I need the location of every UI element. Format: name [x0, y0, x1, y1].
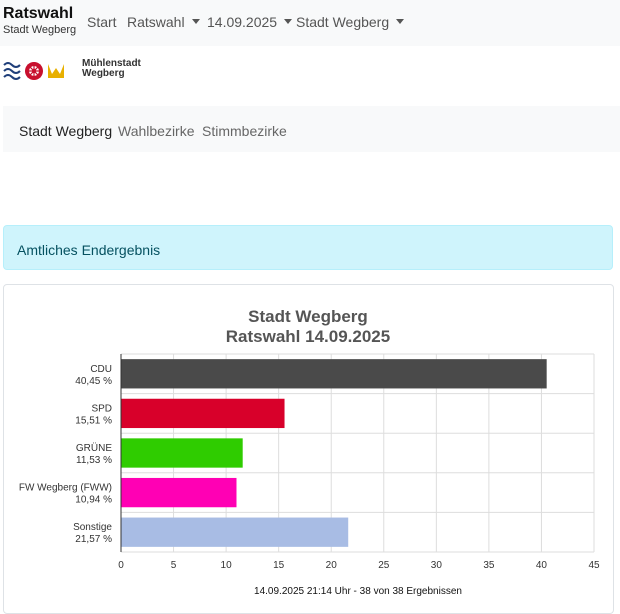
- category-label: CDU: [90, 364, 112, 375]
- waves-icon: [3, 62, 21, 80]
- chart-footer: 14.09.2025 21:14 Uhr - 38 von 38 Ergebni…: [254, 586, 462, 597]
- category-label: Sonstige: [73, 522, 112, 533]
- value-label: 40,45 %: [75, 376, 112, 387]
- value-label: 21,57 %: [75, 534, 112, 545]
- x-tick-label: 35: [483, 560, 495, 571]
- result-status-text: Amtliches Endergebnis: [17, 242, 161, 258]
- crown-icon: [48, 64, 64, 78]
- mill-wheel-icon: [25, 62, 43, 80]
- value-label: 10,94 %: [75, 495, 112, 506]
- x-tick-label: 15: [273, 560, 285, 571]
- bar-fw-wegberg-fww-[interactable]: [121, 477, 237, 508]
- x-tick-label: 30: [431, 560, 443, 571]
- logo-line2: Wegberg: [82, 68, 125, 79]
- category-label: GRÜNE: [76, 442, 112, 454]
- nav-item-label: 14.09.2025: [207, 14, 278, 30]
- x-tick-label: 20: [326, 560, 338, 571]
- value-label: 15,51 %: [75, 415, 112, 426]
- subnav-stimmbezirke[interactable]: Stimmbezirke: [202, 123, 287, 139]
- results-bar-chart: Stadt Wegberg Ratswahl 14.09.2025 CDU40,…: [19, 307, 600, 597]
- subnav-stadt-wegberg[interactable]: Stadt Wegberg: [19, 123, 113, 139]
- brand-subtitle[interactable]: Stadt Wegberg: [3, 24, 77, 36]
- city-logo[interactable]: [3, 56, 133, 86]
- bar-gr-ne[interactable]: [121, 438, 243, 468]
- caret-down-icon: [191, 19, 200, 24]
- top-navbar: Ratswahl Stadt Wegberg Start Ratswahl 14…: [0, 0, 620, 46]
- nav-item-stadt-wegberg[interactable]: Stadt Wegberg: [296, 14, 405, 30]
- x-tick-label: 0: [118, 560, 124, 571]
- bar-sonstige[interactable]: [121, 517, 349, 547]
- caret-down-icon: [284, 19, 293, 24]
- brand-title[interactable]: Ratswahl: [3, 5, 74, 22]
- chart-subtitle: Ratswahl 14.09.2025: [226, 327, 390, 346]
- nav-item-label: Stadt Wegberg: [296, 14, 390, 30]
- category-label: SPD: [91, 403, 112, 414]
- x-tick-label: 5: [171, 560, 177, 571]
- result-status-alert: Amtliches Endergebnis: [3, 225, 613, 270]
- x-tick-label: 45: [588, 560, 600, 571]
- nav-item-start[interactable]: Start: [87, 14, 117, 30]
- sub-navigation: Stadt Wegberg Wahlbezirke Stimmbezirke: [3, 106, 620, 152]
- nav-item-date[interactable]: 14.09.2025: [207, 14, 293, 30]
- category-label: FW Wegberg (FWW): [19, 483, 112, 494]
- value-label: 11,53 %: [76, 455, 112, 466]
- nav-item-label: Start: [87, 14, 117, 30]
- x-tick-label: 40: [536, 560, 548, 571]
- bar-cdu[interactable]: [121, 359, 547, 389]
- caret-down-icon: [396, 19, 405, 24]
- logo-line1: Mühlenstadt: [82, 58, 141, 69]
- x-tick-label: 25: [378, 560, 390, 571]
- x-tick-label: 10: [221, 560, 233, 571]
- subnav-wahlbezirke[interactable]: Wahlbezirke: [118, 123, 195, 139]
- chart-card: [3, 284, 614, 614]
- logo-text: Mühlenstadt Wegberg: [82, 59, 141, 79]
- nav-item-ratswahl[interactable]: Ratswahl: [127, 14, 200, 30]
- nav-item-label: Ratswahl: [127, 14, 185, 30]
- chart-title: Stadt Wegberg: [248, 307, 368, 326]
- bar-spd[interactable]: [121, 398, 285, 429]
